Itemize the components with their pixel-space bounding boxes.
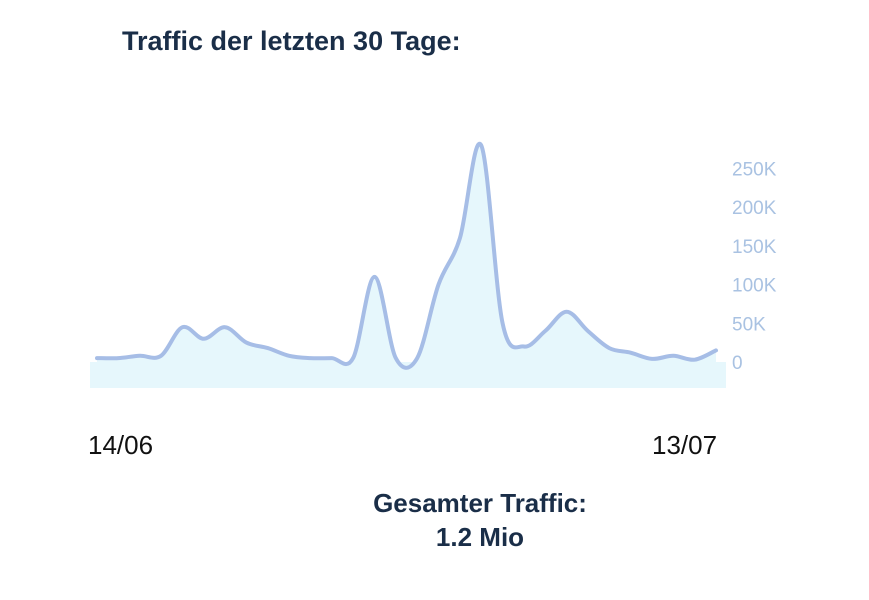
data-point-04/07 xyxy=(521,344,526,349)
data-point-20/06 xyxy=(223,325,228,330)
area-layer xyxy=(97,143,716,368)
x-axis-start-label: 14/06 xyxy=(88,430,154,460)
data-point-15/06 xyxy=(116,356,121,361)
data-point-13/07 xyxy=(714,348,719,353)
data-point-11/07 xyxy=(671,353,676,358)
data-point-08/07 xyxy=(607,346,612,351)
data-point-05/07 xyxy=(543,329,548,334)
chart-title: Traffic der letzten 30 Tage: xyxy=(122,26,461,56)
y-tick-label: 150K xyxy=(732,237,777,258)
traffic-area xyxy=(97,143,716,368)
data-point-12/07 xyxy=(692,357,697,362)
y-tick-label: 100K xyxy=(732,276,777,297)
data-point-24/06 xyxy=(308,356,313,361)
y-tick-label: 250K xyxy=(732,160,777,181)
traffic-line xyxy=(95,141,718,370)
x-axis-end-label: 13/07 xyxy=(652,430,718,460)
data-point-03/07 xyxy=(500,321,505,326)
data-point-19/06 xyxy=(201,336,206,341)
total-traffic-value: 1.2 Mio xyxy=(435,522,525,552)
data-point-22/06 xyxy=(265,346,270,351)
data-point-30/06 xyxy=(436,282,441,287)
data-point-10/07 xyxy=(650,356,655,361)
data-point-01/07 xyxy=(457,236,462,241)
data-point-27/06 xyxy=(372,274,377,279)
data-point-23/06 xyxy=(287,353,292,358)
line-layer xyxy=(95,141,718,370)
y-axis: 0 50K 100K 150K 200K 250K xyxy=(732,160,777,375)
data-point-29/06 xyxy=(415,356,420,361)
y-tick-label: 0 xyxy=(732,353,743,374)
data-point-16/06 xyxy=(137,353,142,358)
data-point-14/06 xyxy=(95,356,100,361)
data-point-09/07 xyxy=(628,350,633,355)
total-traffic: Gesamter Traffic: 1.2 Mio xyxy=(300,486,660,554)
y-tick-label: 50K xyxy=(732,314,766,335)
y-tick-label: 200K xyxy=(732,198,777,219)
data-point-02/07 xyxy=(479,143,484,148)
data-point-17/06 xyxy=(159,353,164,358)
data-point-26/06 xyxy=(351,356,356,361)
data-point-28/06 xyxy=(393,356,398,361)
data-point-25/06 xyxy=(329,356,334,361)
total-traffic-label: Gesamter Traffic: xyxy=(373,488,587,518)
data-point-18/06 xyxy=(180,325,185,330)
data-point-07/07 xyxy=(585,329,590,334)
data-point-06/07 xyxy=(564,309,569,314)
data-point-21/06 xyxy=(244,340,249,345)
